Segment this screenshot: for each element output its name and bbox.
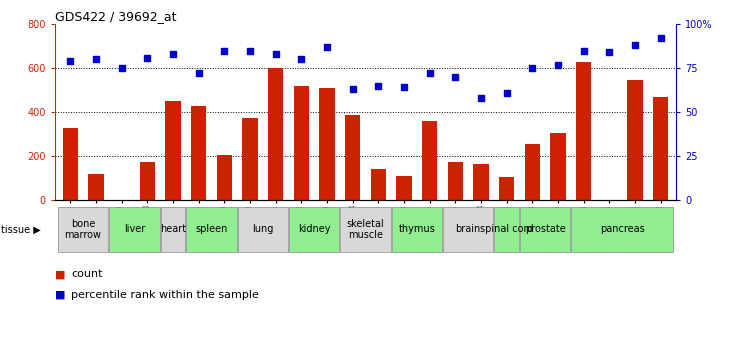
Text: ■: ■ [55, 269, 65, 279]
Point [655, 36, 667, 41]
Bar [216, 155, 232, 200]
Bar [550, 133, 566, 200]
Bar [319, 88, 335, 200]
Bar [392, 207, 442, 252]
Point [141, 55, 153, 60]
Text: prostate: prostate [525, 225, 566, 234]
Bar [238, 207, 288, 252]
Bar [653, 97, 668, 200]
Text: bone
marrow: bone marrow [64, 219, 102, 240]
Text: percentile rank within the sample: percentile rank within the sample [71, 290, 259, 300]
Point [501, 90, 512, 96]
Point [604, 50, 616, 55]
Text: spinal cord: spinal cord [480, 225, 534, 234]
Point [526, 66, 538, 71]
Bar [627, 80, 643, 200]
Bar [520, 207, 570, 252]
Point [244, 48, 256, 53]
Bar [499, 177, 515, 200]
Point [373, 83, 385, 89]
Bar [109, 207, 159, 252]
Bar [268, 68, 284, 200]
Bar [371, 169, 386, 200]
Text: tissue ▶: tissue ▶ [1, 225, 40, 234]
Point [424, 71, 436, 76]
Bar [88, 174, 104, 200]
Text: liver: liver [124, 225, 145, 234]
Point [475, 95, 487, 101]
Bar [422, 121, 437, 200]
Bar [341, 207, 390, 252]
Bar [474, 164, 489, 200]
Bar [345, 116, 360, 200]
Point [398, 85, 410, 90]
Point [578, 48, 590, 53]
Text: GDS422 / 39692_at: GDS422 / 39692_at [55, 10, 176, 23]
Text: lung: lung [252, 225, 273, 234]
Bar [63, 128, 78, 200]
Bar [161, 207, 185, 252]
Bar [191, 106, 206, 200]
Bar [58, 207, 108, 252]
Bar [494, 207, 519, 252]
Text: count: count [71, 269, 102, 279]
Bar [294, 86, 309, 200]
Point [552, 62, 564, 67]
Point [321, 44, 333, 50]
Bar [165, 101, 181, 200]
Text: heart: heart [160, 225, 186, 234]
Bar [576, 61, 591, 200]
Text: spleen: spleen [195, 225, 227, 234]
Text: ■: ■ [55, 290, 65, 300]
Bar [242, 118, 257, 200]
Point [270, 51, 281, 57]
Point [167, 51, 179, 57]
Bar [396, 176, 412, 200]
Bar [447, 161, 463, 200]
Bar [140, 161, 155, 200]
Text: brain: brain [455, 225, 481, 234]
Text: thymus: thymus [398, 225, 435, 234]
Point [64, 58, 76, 64]
Bar [525, 144, 540, 200]
Point [90, 57, 102, 62]
Point [193, 71, 205, 76]
Point [629, 42, 641, 48]
Bar [572, 207, 673, 252]
Point [295, 57, 307, 62]
Bar [443, 207, 493, 252]
Point [346, 87, 358, 92]
Text: kidney: kidney [298, 225, 330, 234]
Point [450, 74, 461, 80]
Point [219, 48, 230, 53]
Bar [289, 207, 339, 252]
Bar [186, 207, 237, 252]
Text: pancreas: pancreas [600, 225, 645, 234]
Text: skeletal
muscle: skeletal muscle [346, 219, 385, 240]
Point [115, 66, 127, 71]
